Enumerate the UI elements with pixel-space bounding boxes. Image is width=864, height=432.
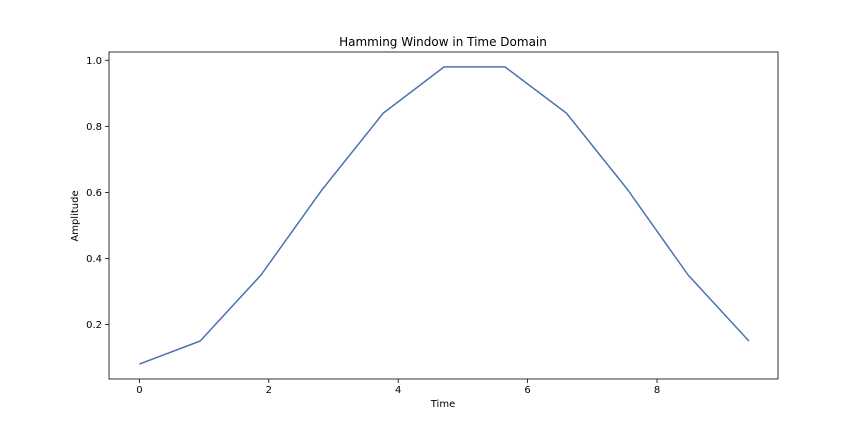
series-layer: [139, 66, 750, 365]
y-tick-label: 1.0: [86, 56, 102, 67]
x-tick-label: 6: [524, 385, 530, 396]
plot-area: 0 2 4 6 8 0.2 0.4 0.6 0.8 1.0: [86, 51, 779, 396]
axes-frame: [108, 51, 779, 380]
y-axis: 0.2 0.4 0.6 0.8 1.0: [86, 56, 109, 331]
x-axis-label: Time: [430, 399, 455, 410]
x-tick-label: 0: [136, 385, 142, 396]
y-tick-label: 0.4: [86, 254, 102, 265]
x-tick-label: 4: [395, 385, 401, 396]
chart-title: Hamming Window in Time Domain: [339, 35, 547, 49]
y-axis-label: Amplitude: [70, 190, 81, 241]
series-line: [139, 66, 750, 365]
x-axis: 0 2 4 6 8: [136, 379, 660, 396]
y-tick-label: 0.6: [86, 188, 102, 199]
x-tick-label: 8: [654, 385, 660, 396]
x-tick-label: 2: [266, 385, 272, 396]
y-tick-label: 0.2: [86, 320, 102, 331]
y-tick-label: 0.8: [86, 122, 102, 133]
